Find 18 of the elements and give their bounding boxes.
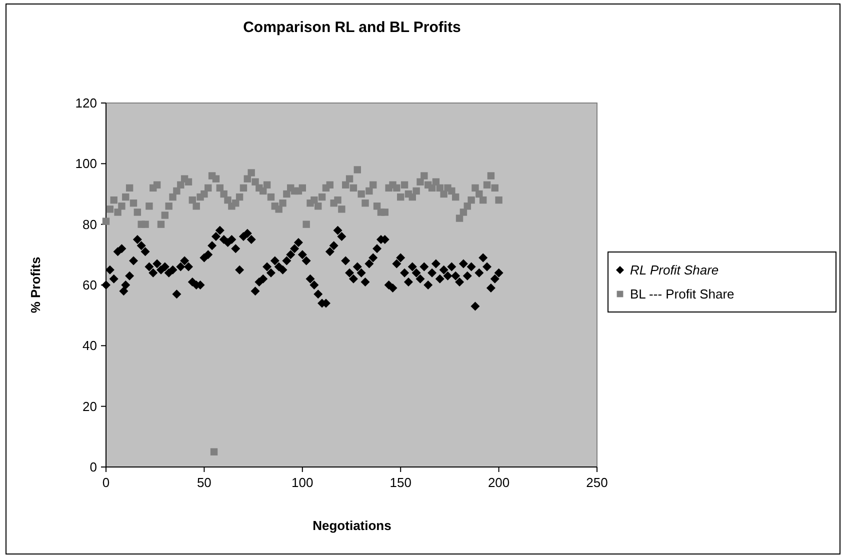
y-axis-title: % Profits bbox=[28, 256, 43, 314]
y-tick-label: 0 bbox=[90, 460, 97, 475]
chart-title: Comparison RL and BL Profits bbox=[243, 19, 461, 36]
x-tick-label: 250 bbox=[586, 475, 608, 490]
x-tick-label: 200 bbox=[488, 475, 510, 490]
y-tick-label: 100 bbox=[75, 156, 97, 172]
y-tick-label: 120 bbox=[75, 96, 97, 111]
legend-label: RL Profit Share bbox=[630, 262, 719, 278]
legend-label: BL --- Profit Share bbox=[630, 286, 734, 302]
x-tick-label: 0 bbox=[102, 475, 110, 490]
y-tick-label: 80 bbox=[82, 216, 97, 232]
x-axis-title: Negotiations bbox=[312, 518, 392, 533]
x-tick-label: 150 bbox=[390, 475, 412, 490]
x-tick-label: 100 bbox=[292, 475, 314, 490]
y-tick-label: 20 bbox=[82, 398, 97, 414]
y-tick-label: 60 bbox=[82, 278, 97, 293]
x-tick-label: 50 bbox=[196, 475, 212, 490]
y-tick-label: 40 bbox=[82, 338, 97, 354]
